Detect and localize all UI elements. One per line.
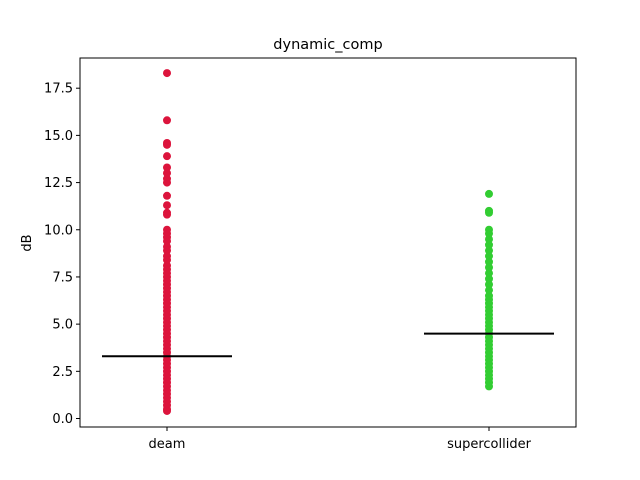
- plot-area: [102, 69, 554, 415]
- y-tick-label: 5.0: [52, 318, 73, 333]
- x-tick-label: supercollider: [447, 437, 532, 452]
- data-point: [163, 255, 171, 264]
- data-point: [485, 269, 493, 278]
- y-tick-label: 0.0: [52, 412, 73, 427]
- data-point: [163, 163, 171, 172]
- data-point: [163, 69, 171, 78]
- data-point: [485, 274, 493, 283]
- data-point: [163, 169, 171, 178]
- y-tick-label: 2.5: [52, 365, 73, 380]
- data-point: [163, 201, 171, 210]
- data-point: [163, 406, 171, 415]
- series-supercollider: [424, 189, 554, 391]
- data-point: [485, 252, 493, 261]
- data-point: [485, 257, 493, 266]
- data-point: [163, 191, 171, 200]
- data-point: [485, 208, 493, 217]
- data-point: [485, 286, 493, 295]
- y-axis-label: dB: [20, 234, 35, 251]
- x-axis: deam supercollider: [149, 427, 532, 452]
- data-point: [485, 246, 493, 255]
- data-point: [163, 140, 171, 149]
- data-point: [163, 152, 171, 161]
- data-point: [163, 178, 171, 187]
- data-point: [485, 280, 493, 289]
- series-deam: [102, 69, 232, 415]
- y-tick-label: 10.0: [44, 223, 73, 238]
- chart-title: dynamic_comp: [273, 37, 382, 53]
- data-point: [163, 116, 171, 125]
- data-point: [163, 237, 171, 246]
- data-point: [485, 229, 493, 238]
- axes-frame: [79, 57, 577, 428]
- data-point: [163, 246, 171, 255]
- data-point: [485, 263, 493, 272]
- data-point: [485, 189, 493, 198]
- data-point: [163, 210, 171, 219]
- y-tick-label: 17.5: [44, 82, 73, 97]
- data-point: [485, 240, 493, 249]
- data-point: [485, 382, 493, 391]
- data-point: [485, 235, 493, 244]
- x-tick-label: deam: [149, 437, 186, 452]
- y-axis: 0.0 2.5 5.0 7.5 10.0 12.5 15.0 17.5: [44, 82, 80, 427]
- y-tick-label: 7.5: [52, 270, 73, 285]
- y-tick-label: 12.5: [44, 176, 73, 191]
- y-tick-label: 15.0: [44, 129, 73, 144]
